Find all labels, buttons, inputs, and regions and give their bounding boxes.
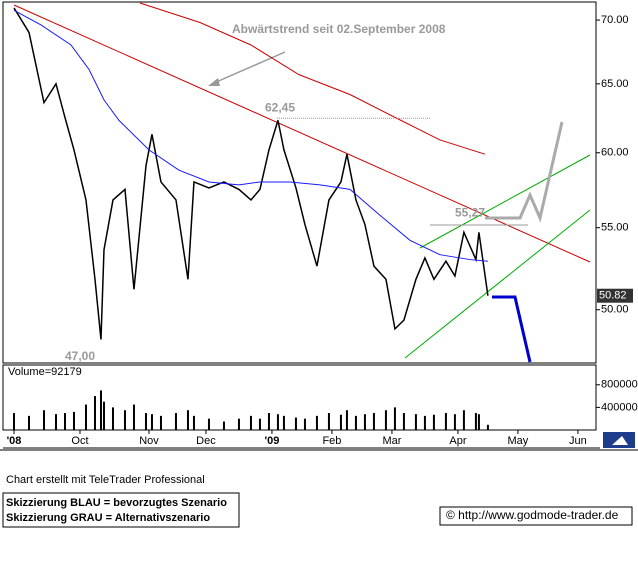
volume-bar	[54, 414, 57, 430]
source-box	[439, 506, 633, 526]
nav-icon	[612, 436, 628, 445]
volume-bar	[174, 413, 177, 430]
volume-bar	[63, 413, 66, 430]
y-tick-label: 800000	[601, 379, 638, 391]
volume-bar	[159, 415, 162, 430]
volume-bar	[384, 410, 387, 430]
price-pane	[2, 1, 597, 364]
gray-scenario	[485, 121, 564, 223]
level-label: 62,45	[265, 100, 295, 114]
volume-pane	[2, 364, 597, 431]
price-line	[139, 2, 486, 155]
x-tick-label: Mar	[382, 435, 401, 447]
volume-bar	[132, 404, 135, 430]
volume-bar	[462, 410, 465, 430]
volume-bar	[477, 414, 480, 430]
source: © http://www.godmode-trader.de	[446, 508, 619, 522]
volume-bar	[294, 417, 297, 430]
volume-bar	[249, 415, 252, 430]
channel-lower	[404, 209, 591, 359]
volume-bar	[267, 413, 270, 430]
volume-bar	[453, 414, 456, 430]
volume-bar	[327, 413, 330, 430]
annotation-arrow	[213, 51, 286, 84]
blue-scenario	[492, 295, 532, 363]
volume-bar	[393, 407, 396, 430]
level-label: 55,27	[455, 206, 485, 220]
y-tick-label: 60.00	[601, 147, 629, 159]
x-tick-label: Nov	[139, 435, 159, 447]
annotation: Abwärtstrend seit 02.September 2008	[232, 22, 446, 36]
volume-bar	[303, 418, 306, 430]
volume-bar	[27, 415, 30, 430]
x-tick-label: Apr	[449, 435, 466, 447]
volume-bar	[99, 390, 102, 430]
x-tick-label: May	[508, 435, 529, 447]
volume-bar	[12, 413, 15, 430]
x-tick-label: Oct	[71, 435, 88, 447]
volume-bar	[150, 414, 153, 430]
legend-line: Skizzierung GRAU = Alternativszenario	[6, 512, 210, 524]
volume-label: Volume=92179	[8, 366, 82, 378]
price-line	[13, 7, 489, 340]
legend-box	[2, 492, 240, 528]
volume-bar	[144, 413, 147, 430]
channel-upper	[419, 154, 591, 249]
volume-bar	[207, 418, 210, 430]
volume-bar	[474, 413, 477, 430]
volume-bar	[423, 415, 426, 430]
x-tick-label: Dec	[196, 435, 216, 447]
x-tick-label: '08	[7, 435, 22, 447]
x-tick-label: Feb	[322, 435, 341, 447]
level-label: 47,00	[65, 349, 95, 363]
volume-bar	[315, 415, 318, 430]
volume-bar	[432, 414, 435, 430]
y-tick-label: 400000	[601, 401, 638, 413]
volume-bar	[339, 414, 342, 430]
volume-bar	[276, 414, 279, 430]
legend-line: Skizzierung BLAU = bevorzugtes Szenario	[6, 497, 227, 509]
volume-bar	[258, 418, 261, 430]
volume-bar	[444, 413, 447, 430]
volume-bar	[123, 410, 126, 430]
volume-bar	[192, 415, 195, 430]
volume-bar	[402, 413, 405, 430]
volume-bar	[111, 407, 114, 430]
volume-bar	[93, 396, 96, 430]
x-tick-label: '09	[265, 435, 280, 447]
y-tick-label: 55.00	[601, 222, 629, 234]
y-tick-label: 65.00	[601, 78, 629, 90]
volume-bar	[84, 404, 87, 430]
volume-bar	[345, 410, 348, 430]
volume-bar	[372, 413, 375, 430]
volume-bar	[42, 410, 45, 430]
volume-bar	[414, 414, 417, 430]
trendline	[13, 4, 591, 263]
volume-bar	[363, 414, 366, 430]
y-tick-label: 70.00	[601, 14, 629, 26]
volume-bar	[237, 418, 240, 430]
last-value-box	[597, 288, 633, 303]
volume-bar	[486, 424, 489, 430]
volume-bar	[222, 421, 225, 430]
y-tick-label: 50.00	[601, 304, 629, 316]
x-tick-label: Jun	[569, 435, 587, 447]
volume-bar	[102, 401, 105, 430]
arrow-head	[208, 78, 220, 86]
price-line	[13, 9, 488, 262]
last-value: 50.82	[599, 290, 627, 302]
volume-bar	[282, 415, 285, 430]
volume-bar	[354, 415, 357, 430]
volume-bar	[72, 411, 75, 430]
volume-bar	[186, 410, 189, 430]
credit: Chart erstellt mit TeleTrader Profession…	[6, 474, 205, 486]
